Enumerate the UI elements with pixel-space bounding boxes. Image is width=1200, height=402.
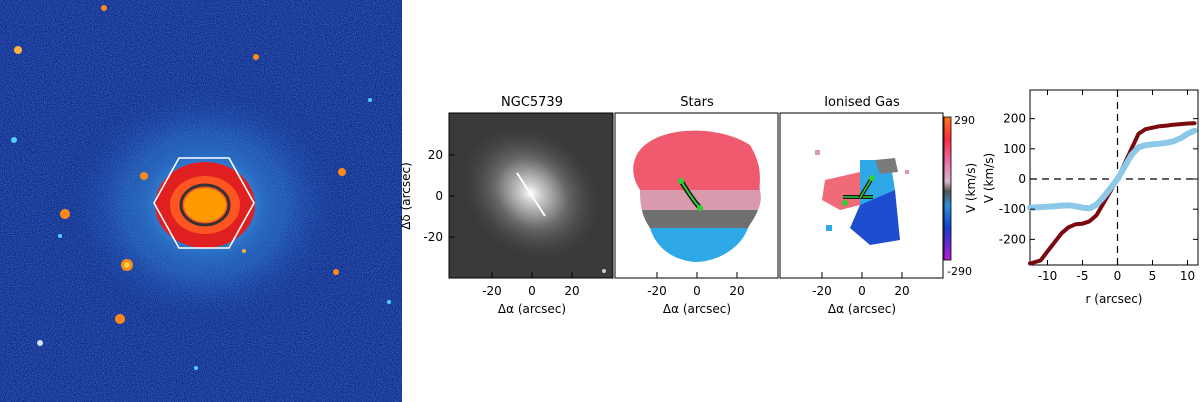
- stars-redshift-region: [633, 130, 760, 190]
- y-tick: -20: [423, 230, 443, 244]
- x-tick-label: 0: [1114, 269, 1122, 283]
- y-tick: 20: [428, 148, 443, 162]
- x-tick-label: 10: [1180, 269, 1195, 283]
- x-tick-label: -5: [1077, 269, 1089, 283]
- x-axis-label: Δα (arcsec): [498, 302, 566, 316]
- y-tick-label: 100: [1003, 142, 1026, 156]
- chart-y-label: V (km/s): [982, 153, 996, 203]
- axis-ticks: -10 -5 0 5 10 -200 -100 0 100 200: [999, 90, 1198, 283]
- x-tick: 0: [693, 284, 701, 298]
- rotation-curve-chart: -10 -5 0 5 10 -200 -100 0 100 200 r (arcsec) V (k…: [982, 89, 1199, 306]
- colorbar-gradient: [943, 116, 952, 261]
- optical-image-panel: [0, 0, 402, 402]
- colorbar-max: 290: [954, 114, 975, 127]
- gas-deep-blue-region: [850, 190, 900, 245]
- y-tick-label: 200: [1003, 112, 1026, 126]
- ifu-hexagon: [153, 157, 255, 249]
- colorbar-min: -290: [947, 265, 972, 278]
- x-tick-label: -10: [1038, 269, 1058, 283]
- y-tick: 0: [435, 189, 443, 203]
- y-tick-label: 0: [1018, 172, 1026, 186]
- y-axis-label: Δδ (arcsec): [399, 162, 413, 230]
- stars-systemic-gray: [642, 210, 758, 228]
- stars-slit-markers: [680, 180, 701, 209]
- series-line-1: [1027, 127, 1198, 212]
- series-layer: [1027, 121, 1198, 266]
- velocity-colorbar: 290 -290 V (km/s): [943, 114, 978, 278]
- stars-blueshift-region: [650, 228, 748, 262]
- gas-redshift-region: [822, 172, 860, 210]
- map-ngc5739: NGC5739 -20 0 20 20 0 -20 Δα (arcsec) Δδ…: [399, 95, 614, 316]
- x-tick: 20: [564, 284, 579, 298]
- map-title-1: NGC5739: [501, 95, 563, 110]
- x-tick: 0: [858, 284, 866, 298]
- map-title-2: Stars: [680, 95, 714, 110]
- map-ionised-gas: Ionised Gas -20 0 20 Δα (arcsec): [779, 95, 944, 316]
- field-stars: [11, 5, 391, 370]
- galaxy-contour: [179, 183, 231, 227]
- galaxy-core: [184, 188, 226, 222]
- stars-systemic-pink: [640, 190, 761, 210]
- x-tick: 0: [528, 284, 536, 298]
- x-tick-label: 5: [1149, 269, 1157, 283]
- x-tick: -20: [812, 284, 832, 298]
- map-stars: Stars -20 0 20 Δα (arcsec): [614, 95, 779, 316]
- x-tick: 20: [894, 284, 909, 298]
- map-title-3: Ionised Gas: [824, 95, 900, 110]
- x-tick: -20: [482, 284, 502, 298]
- map-1-ticks: [449, 154, 573, 278]
- chart-x-label: r (arcsec): [1086, 292, 1143, 306]
- x-tick: 20: [729, 284, 744, 298]
- colorbar-label: V (km/s): [964, 163, 978, 213]
- y-tick-label: -100: [999, 202, 1026, 216]
- x-axis-label: Δα (arcsec): [663, 302, 731, 316]
- x-axis-label: Δα (arcsec): [828, 302, 896, 316]
- slit-line: [516, 172, 546, 217]
- x-tick: -20: [647, 284, 667, 298]
- y-tick-label: -200: [999, 232, 1026, 246]
